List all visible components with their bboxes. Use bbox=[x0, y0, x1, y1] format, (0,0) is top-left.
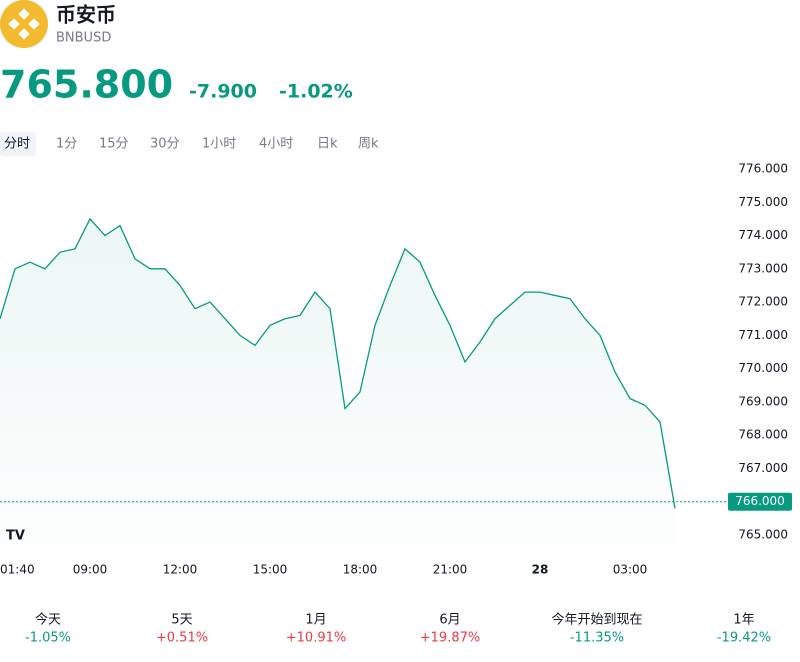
tab[interactable]: 1小时 bbox=[202, 137, 236, 152]
period-label: 1月 bbox=[305, 613, 326, 628]
y-tick-label: 769.000 bbox=[738, 394, 788, 408]
tab[interactable]: 4小时 bbox=[259, 137, 293, 152]
logo-mark bbox=[8, 8, 40, 40]
x-tick-label: 01:40 bbox=[0, 563, 35, 577]
y-tick-label: 767.000 bbox=[738, 461, 788, 475]
price-line bbox=[0, 217, 676, 509]
tab[interactable]: 日k bbox=[317, 137, 338, 152]
price-change-percent: -1.02% bbox=[279, 81, 353, 103]
price-change: -7.900 bbox=[189, 81, 257, 103]
asset-symbol: BNBUSD bbox=[56, 31, 111, 46]
x-tick-label: 18:00 bbox=[343, 563, 378, 577]
last-price-tag bbox=[728, 492, 792, 511]
x-tick-label: 15:00 bbox=[253, 563, 288, 577]
period-change: +19.87% bbox=[420, 631, 480, 646]
period-change: -1.05% bbox=[25, 631, 71, 646]
period-label: 今年开始到现在 bbox=[551, 612, 642, 628]
period-label: 5天 bbox=[171, 613, 192, 628]
tab[interactable]: 15分 bbox=[99, 137, 129, 152]
tab[interactable]: 周k bbox=[358, 137, 379, 152]
area-fill bbox=[0, 218, 675, 545]
y-tick-label: 773.000 bbox=[738, 261, 788, 275]
y-tick-label: 771.000 bbox=[738, 328, 788, 342]
tab[interactable]: 30分 bbox=[150, 137, 180, 152]
period-change: -19.42% bbox=[717, 631, 771, 646]
tab-active-bg bbox=[0, 132, 36, 156]
asset-name: 币安币 bbox=[56, 3, 116, 27]
y-tick-label: 772.000 bbox=[738, 295, 788, 309]
x-tick-label: 03:00 bbox=[613, 563, 648, 577]
y-tick-label: 768.000 bbox=[738, 428, 788, 442]
y-tick-label: 776.000 bbox=[738, 161, 788, 175]
x-tick-label: 12:00 bbox=[163, 563, 198, 577]
y-tick-label: 774.000 bbox=[738, 228, 788, 242]
period-change: -11.35% bbox=[570, 631, 624, 646]
period-change: +0.51% bbox=[156, 631, 208, 646]
period-label: 1年 bbox=[733, 613, 754, 628]
period-label: 今天 bbox=[35, 612, 61, 628]
x-tick-label: 21:00 bbox=[433, 563, 468, 577]
y-tick-label: 770.000 bbox=[738, 361, 788, 375]
y-tick-label: 765.000 bbox=[738, 528, 788, 542]
y-tick-label: 775.000 bbox=[738, 195, 788, 209]
x-tick-label: 09:00 bbox=[73, 563, 108, 577]
period-label: 6月 bbox=[439, 613, 460, 628]
x-tick-label: 28 bbox=[532, 563, 549, 577]
tab[interactable]: 1分 bbox=[56, 137, 77, 152]
period-change: +10.91% bbox=[286, 631, 346, 646]
tab[interactable]: 分时 bbox=[4, 137, 30, 152]
last-price-label: 766.000 bbox=[735, 494, 785, 508]
price: 765.800 bbox=[0, 63, 173, 107]
